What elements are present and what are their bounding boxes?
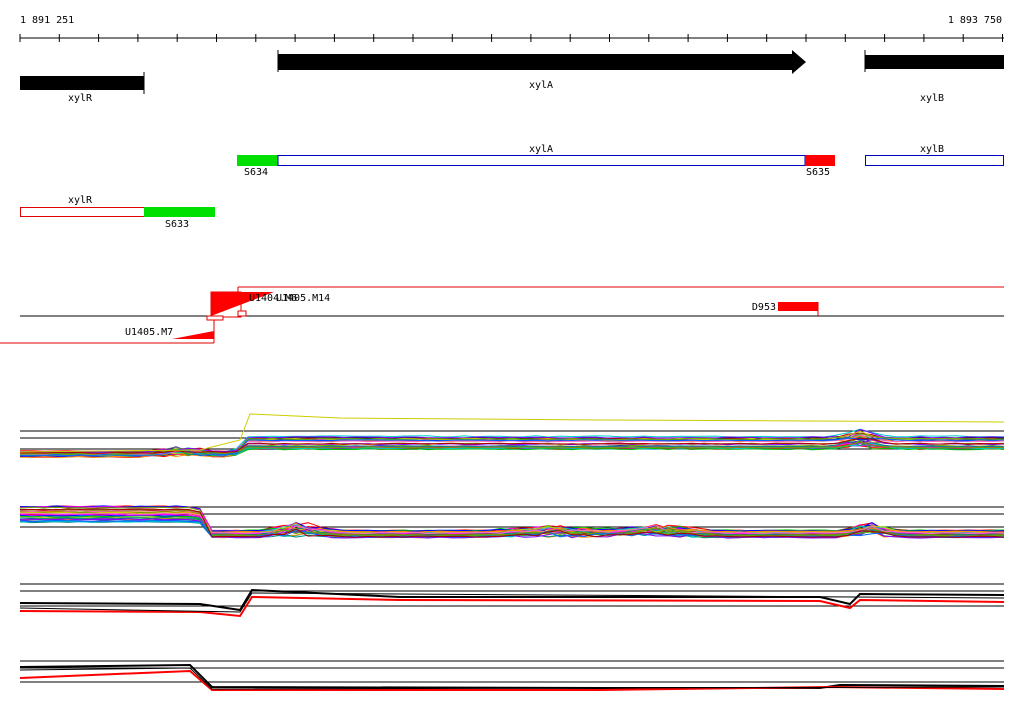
expression-trace bbox=[19, 592, 1005, 613]
segment-s634-label: S634 bbox=[244, 167, 268, 178]
ruler-ticks bbox=[19, 34, 1003, 42]
transcript-xylB-box[interactable] bbox=[865, 155, 1004, 166]
expression-trace bbox=[19, 413, 1005, 453]
gene-xylR-label: xylR bbox=[68, 93, 93, 104]
ruler-end-label: 1 893 750 bbox=[948, 15, 1002, 26]
feature-d953-label: D953 bbox=[752, 302, 776, 313]
expression-trace bbox=[19, 437, 1004, 454]
gene-xylB[interactable]: xylB bbox=[864, 50, 1004, 104]
transcript-xylB-label: xylB bbox=[920, 144, 944, 155]
transcript-xylA-box[interactable] bbox=[277, 155, 806, 166]
expression-trace bbox=[19, 440, 1005, 457]
segment-s634-bar[interactable] bbox=[237, 155, 278, 166]
expression-track-3 bbox=[19, 583, 1005, 618]
gene-track: xylR xylA xylB bbox=[20, 50, 1004, 104]
segment-s635-label: S635 bbox=[806, 167, 830, 178]
feature-u1405-m14-label: U1405.M14 bbox=[276, 293, 330, 304]
gene-xylR[interactable]: xylR bbox=[20, 72, 145, 104]
expression-trace bbox=[20, 508, 1005, 538]
gene-xylB-label: xylB bbox=[920, 93, 944, 104]
segment-s633-bar[interactable] bbox=[144, 207, 215, 217]
transcript-track: xylA xylB S634 S635 xylR S633 bbox=[20, 144, 1004, 230]
expression-trace bbox=[19, 595, 1005, 618]
expression-trace bbox=[20, 512, 1005, 535]
feature-u1405-m14[interactable] bbox=[206, 291, 274, 321]
expression-track-2 bbox=[19, 505, 1005, 539]
feature-track: U1404.M6 U1405.M14 U1405.M7 D953 bbox=[0, 286, 1004, 344]
expression-trace bbox=[20, 430, 1005, 456]
expression-trace bbox=[19, 432, 1005, 456]
transcript-xylA-label: xylA bbox=[529, 144, 553, 155]
expression-track-1 bbox=[19, 413, 1005, 459]
coordinate-ruler: 1 891 251 1 893 750 bbox=[19, 15, 1004, 42]
expression-trace bbox=[19, 667, 1005, 690]
feature-u1405-m7-label: U1405.M7 bbox=[125, 327, 173, 338]
feature-u1405-m7[interactable] bbox=[172, 331, 214, 339]
transcript-xylR-box[interactable] bbox=[20, 207, 145, 217]
gene-xylA-label: xylA bbox=[529, 80, 553, 91]
gene-xylA[interactable]: xylA bbox=[277, 50, 806, 91]
expression-track-4 bbox=[19, 660, 1005, 691]
transcript-xylR-label: xylR bbox=[68, 195, 93, 206]
feature-u1404-label: U1404.M6 bbox=[249, 293, 297, 304]
segment-s635-bar[interactable] bbox=[805, 155, 835, 166]
feature-d953[interactable] bbox=[778, 302, 818, 311]
segment-s633-label: S633 bbox=[165, 219, 189, 230]
ruler-start-label: 1 891 251 bbox=[20, 15, 74, 26]
